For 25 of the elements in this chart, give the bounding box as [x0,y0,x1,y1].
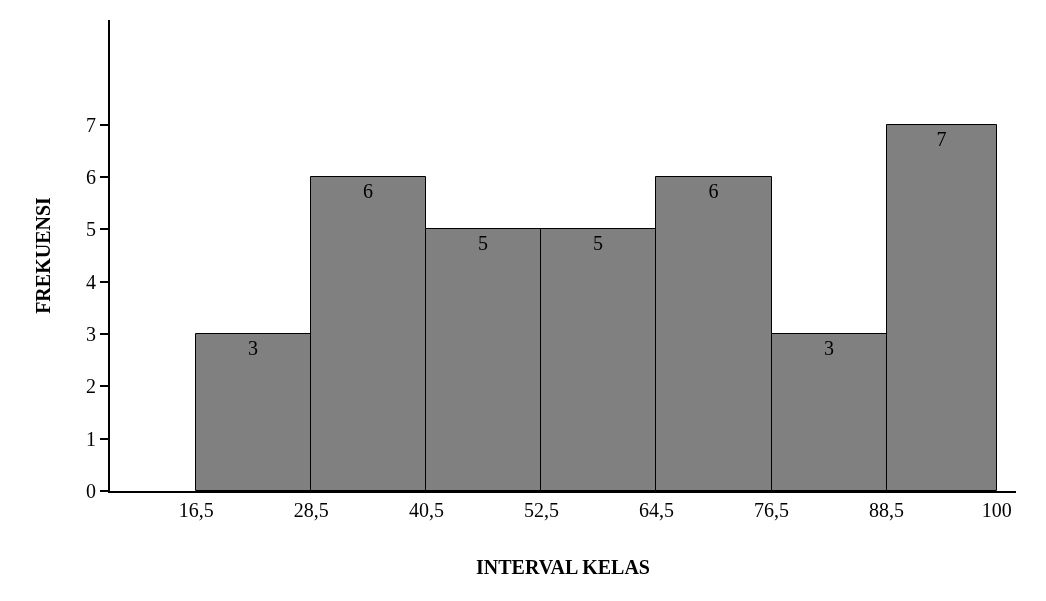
y-tick-label: 4 [86,270,96,293]
y-tick-label: 3 [86,323,96,345]
x-tick-label: 52,5 [523,499,559,521]
x-tick-label: 76,5 [754,499,790,521]
y-tick-label: 5 [86,218,96,241]
x-axis-title: INTERVAL KELAS [476,556,650,578]
data-label: 6 [363,179,373,202]
y-tick-label: 1 [86,427,96,450]
data-label: 5 [593,231,603,254]
x-tick-label: 100 [981,499,1012,521]
x-tick-label: 88,5 [869,499,905,521]
x-tick-label: 28,5 [293,499,329,521]
data-label: 5 [478,231,488,254]
x-tick-label: 64,5 [638,499,674,521]
x-tick-label: 16,5 [178,499,214,521]
y-tick-label: 7 [86,113,96,136]
x-tick-label: 40,5 [408,499,444,521]
y-axis-title: FREKUENSI [32,196,54,314]
y-tick-label: 2 [86,375,96,398]
data-label: 7 [936,127,947,150]
data-label: 6 [708,179,719,202]
y-tick-label: 6 [86,166,96,188]
y-tick-label: 0 [86,480,96,502]
data-label: 3 [824,336,834,359]
data-label: 3 [248,336,258,359]
